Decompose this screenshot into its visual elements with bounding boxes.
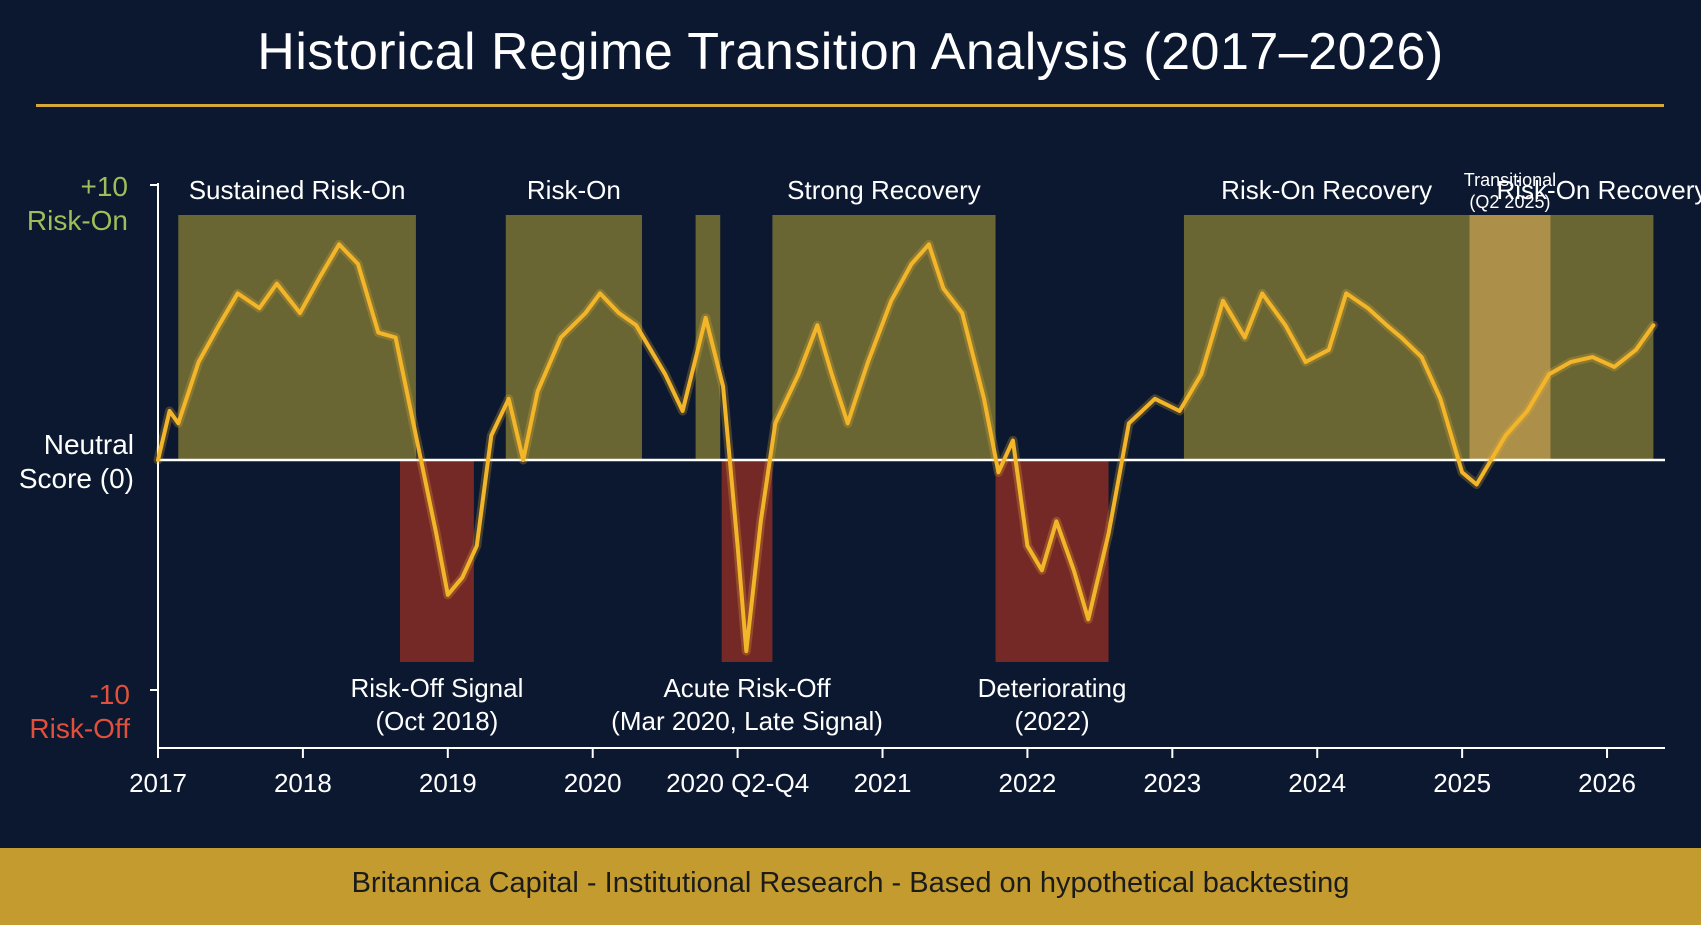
footer-text: Britannica Capital - Institutional Resea… xyxy=(351,867,1350,899)
x-tick-label-4: 2020 Q2-Q4 xyxy=(666,768,809,798)
y-mid-caption: Score (0) xyxy=(18,463,134,494)
title-divider xyxy=(36,104,1664,107)
y-bottom-caption: Risk-Off xyxy=(29,713,130,744)
regime-label-5-line1: Transitional xyxy=(1464,170,1556,190)
x-tick-label-0: 2017 xyxy=(129,768,187,798)
regime-label-7-line1: Risk-Off Signal xyxy=(350,673,523,703)
x-tick-label-6: 2022 xyxy=(999,768,1057,798)
regime-label-6: Risk-On Recovery xyxy=(1496,175,1701,205)
y-top-caption: Risk-On xyxy=(26,205,128,236)
x-tick-label-2: 2019 xyxy=(419,768,477,798)
x-tick-label-3: 2020 xyxy=(564,768,622,798)
x-tick-label-10: 2026 xyxy=(1578,768,1636,798)
regime-band-risk-off-9 xyxy=(995,460,1109,662)
regime-label-1: Risk-On xyxy=(527,175,621,205)
regime-label-8-line1: Acute Risk-Off xyxy=(663,673,831,703)
y-bottom-value: -10 xyxy=(89,679,130,710)
x-tick-label-1: 2018 xyxy=(274,768,332,798)
regime-band-risk-on-6 xyxy=(1550,215,1654,460)
y-axis-mid-label: Neutral Score (0) xyxy=(0,428,134,496)
regime-label-0: Sustained Risk-On xyxy=(189,175,406,205)
regime-label-7-line2: (Oct 2018) xyxy=(376,706,499,736)
regime-band-risk-on-0 xyxy=(178,215,416,460)
regime-label-5-line2: (Q2 2025) xyxy=(1469,192,1550,212)
series-line-0 xyxy=(156,242,1656,654)
y-mid-value: Neutral xyxy=(43,429,134,460)
x-tick-label-9: 2025 xyxy=(1433,768,1491,798)
footer-band xyxy=(0,848,1701,925)
y-top-value: +10 xyxy=(80,171,129,202)
y-axis-top-label: +10 Risk-On xyxy=(0,170,128,238)
regime-band-risk-on-3 xyxy=(772,215,996,460)
x-tick-label-5: 2021 xyxy=(854,768,912,798)
regime-label-8-line2: (Mar 2020, Late Signal) xyxy=(611,706,883,736)
regime-label-9-line1: Deteriorating xyxy=(978,673,1127,703)
regime-label-3: Strong Recovery xyxy=(787,175,981,205)
regime-label-9-line2: (2022) xyxy=(1014,706,1089,736)
y-axis-bottom-label: -10 Risk-Off xyxy=(0,678,130,746)
x-tick-label-8: 2024 xyxy=(1288,768,1346,798)
chart-title: Historical Regime Transition Analysis (2… xyxy=(257,23,1444,81)
regime-band-risk-on-1 xyxy=(505,215,642,460)
regime-band-risk-off-7 xyxy=(399,460,474,662)
regime-band-risk-on-4 xyxy=(1183,215,1470,460)
x-tick-label-7: 2023 xyxy=(1143,768,1201,798)
regime-label-4: Risk-On Recovery xyxy=(1221,175,1432,205)
regime-band-transitional-5 xyxy=(1469,215,1551,460)
